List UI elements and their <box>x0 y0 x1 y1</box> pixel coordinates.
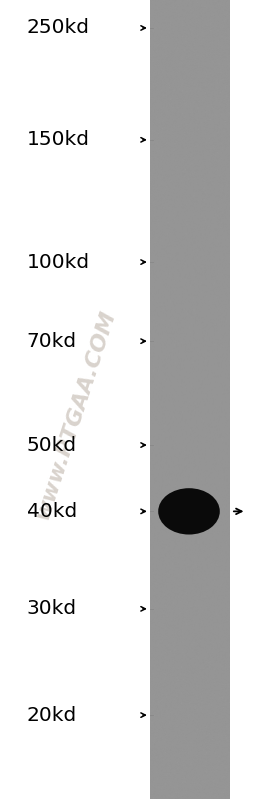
Text: 30kd: 30kd <box>27 599 77 618</box>
Text: 150kd: 150kd <box>27 130 90 149</box>
Text: 250kd: 250kd <box>27 18 90 38</box>
Text: 40kd: 40kd <box>27 502 77 521</box>
Text: 20kd: 20kd <box>27 706 77 725</box>
Ellipse shape <box>158 488 220 535</box>
Text: www.PTGAA.COM: www.PTGAA.COM <box>32 308 119 523</box>
Text: 50kd: 50kd <box>27 435 77 455</box>
Ellipse shape <box>167 495 211 527</box>
Text: 70kd: 70kd <box>27 332 77 351</box>
Bar <box>150 0 230 799</box>
Ellipse shape <box>163 491 215 531</box>
Text: 100kd: 100kd <box>27 252 90 272</box>
